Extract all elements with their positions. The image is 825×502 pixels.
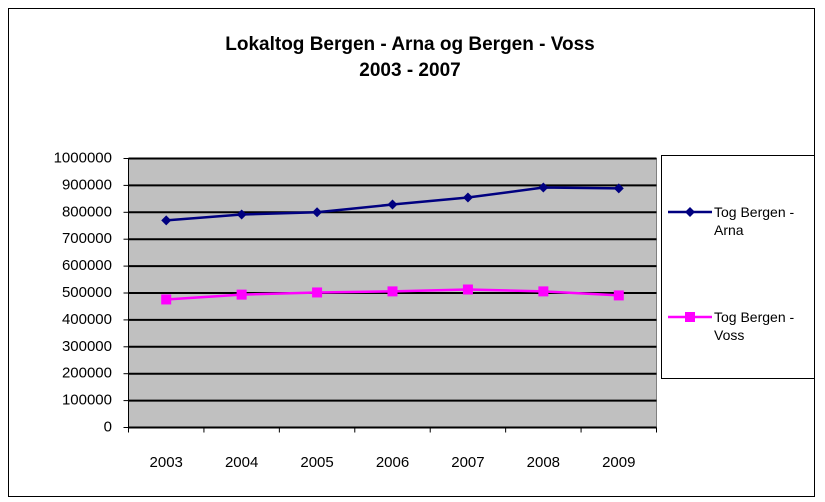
legend-label: Tog Bergen - Arna	[714, 204, 795, 238]
legend-label: Tog Bergen - Voss	[714, 309, 795, 343]
marker	[613, 183, 624, 194]
x-tick-label: 2006	[376, 454, 409, 471]
marker	[161, 294, 172, 305]
y-tick-label: 800000	[62, 203, 112, 220]
y-tick-label: 300000	[62, 338, 112, 355]
y-tick-label: 500000	[62, 284, 112, 301]
marker	[236, 209, 247, 220]
marker	[462, 284, 473, 295]
y-tick-label: 600000	[62, 257, 112, 274]
x-tick-label: 2003	[150, 454, 183, 471]
marker	[387, 199, 398, 210]
y-tick-label: 900000	[62, 176, 112, 193]
marker	[462, 192, 473, 203]
marker	[161, 215, 172, 226]
marker	[236, 289, 247, 300]
y-tick-label: 1000000	[54, 149, 112, 166]
marker	[312, 207, 323, 218]
y-tick-label: 700000	[62, 230, 112, 247]
chart-subtitle: 2003 - 2007	[359, 60, 460, 81]
x-tick-label: 2007	[451, 454, 484, 471]
marker	[387, 286, 398, 297]
marker	[613, 290, 624, 301]
legend-marker	[685, 207, 695, 217]
x-tick-label: 2009	[602, 454, 635, 471]
y-tick-label: 400000	[62, 311, 112, 328]
x-tick-label: 2005	[300, 454, 333, 471]
chart-title: Lokaltog Bergen - Arna og Bergen - Voss	[225, 34, 595, 55]
x-tick-label: 2008	[527, 454, 560, 471]
x-tick-label: 2004	[225, 454, 258, 471]
y-tick-label: 100000	[62, 392, 112, 409]
marker	[312, 287, 323, 298]
marker	[538, 182, 549, 193]
marker	[538, 286, 549, 297]
legend-box	[661, 155, 815, 379]
legend-marker	[685, 312, 695, 322]
y-tick-label: 200000	[62, 365, 112, 382]
y-tick-label: 0	[104, 418, 112, 435]
